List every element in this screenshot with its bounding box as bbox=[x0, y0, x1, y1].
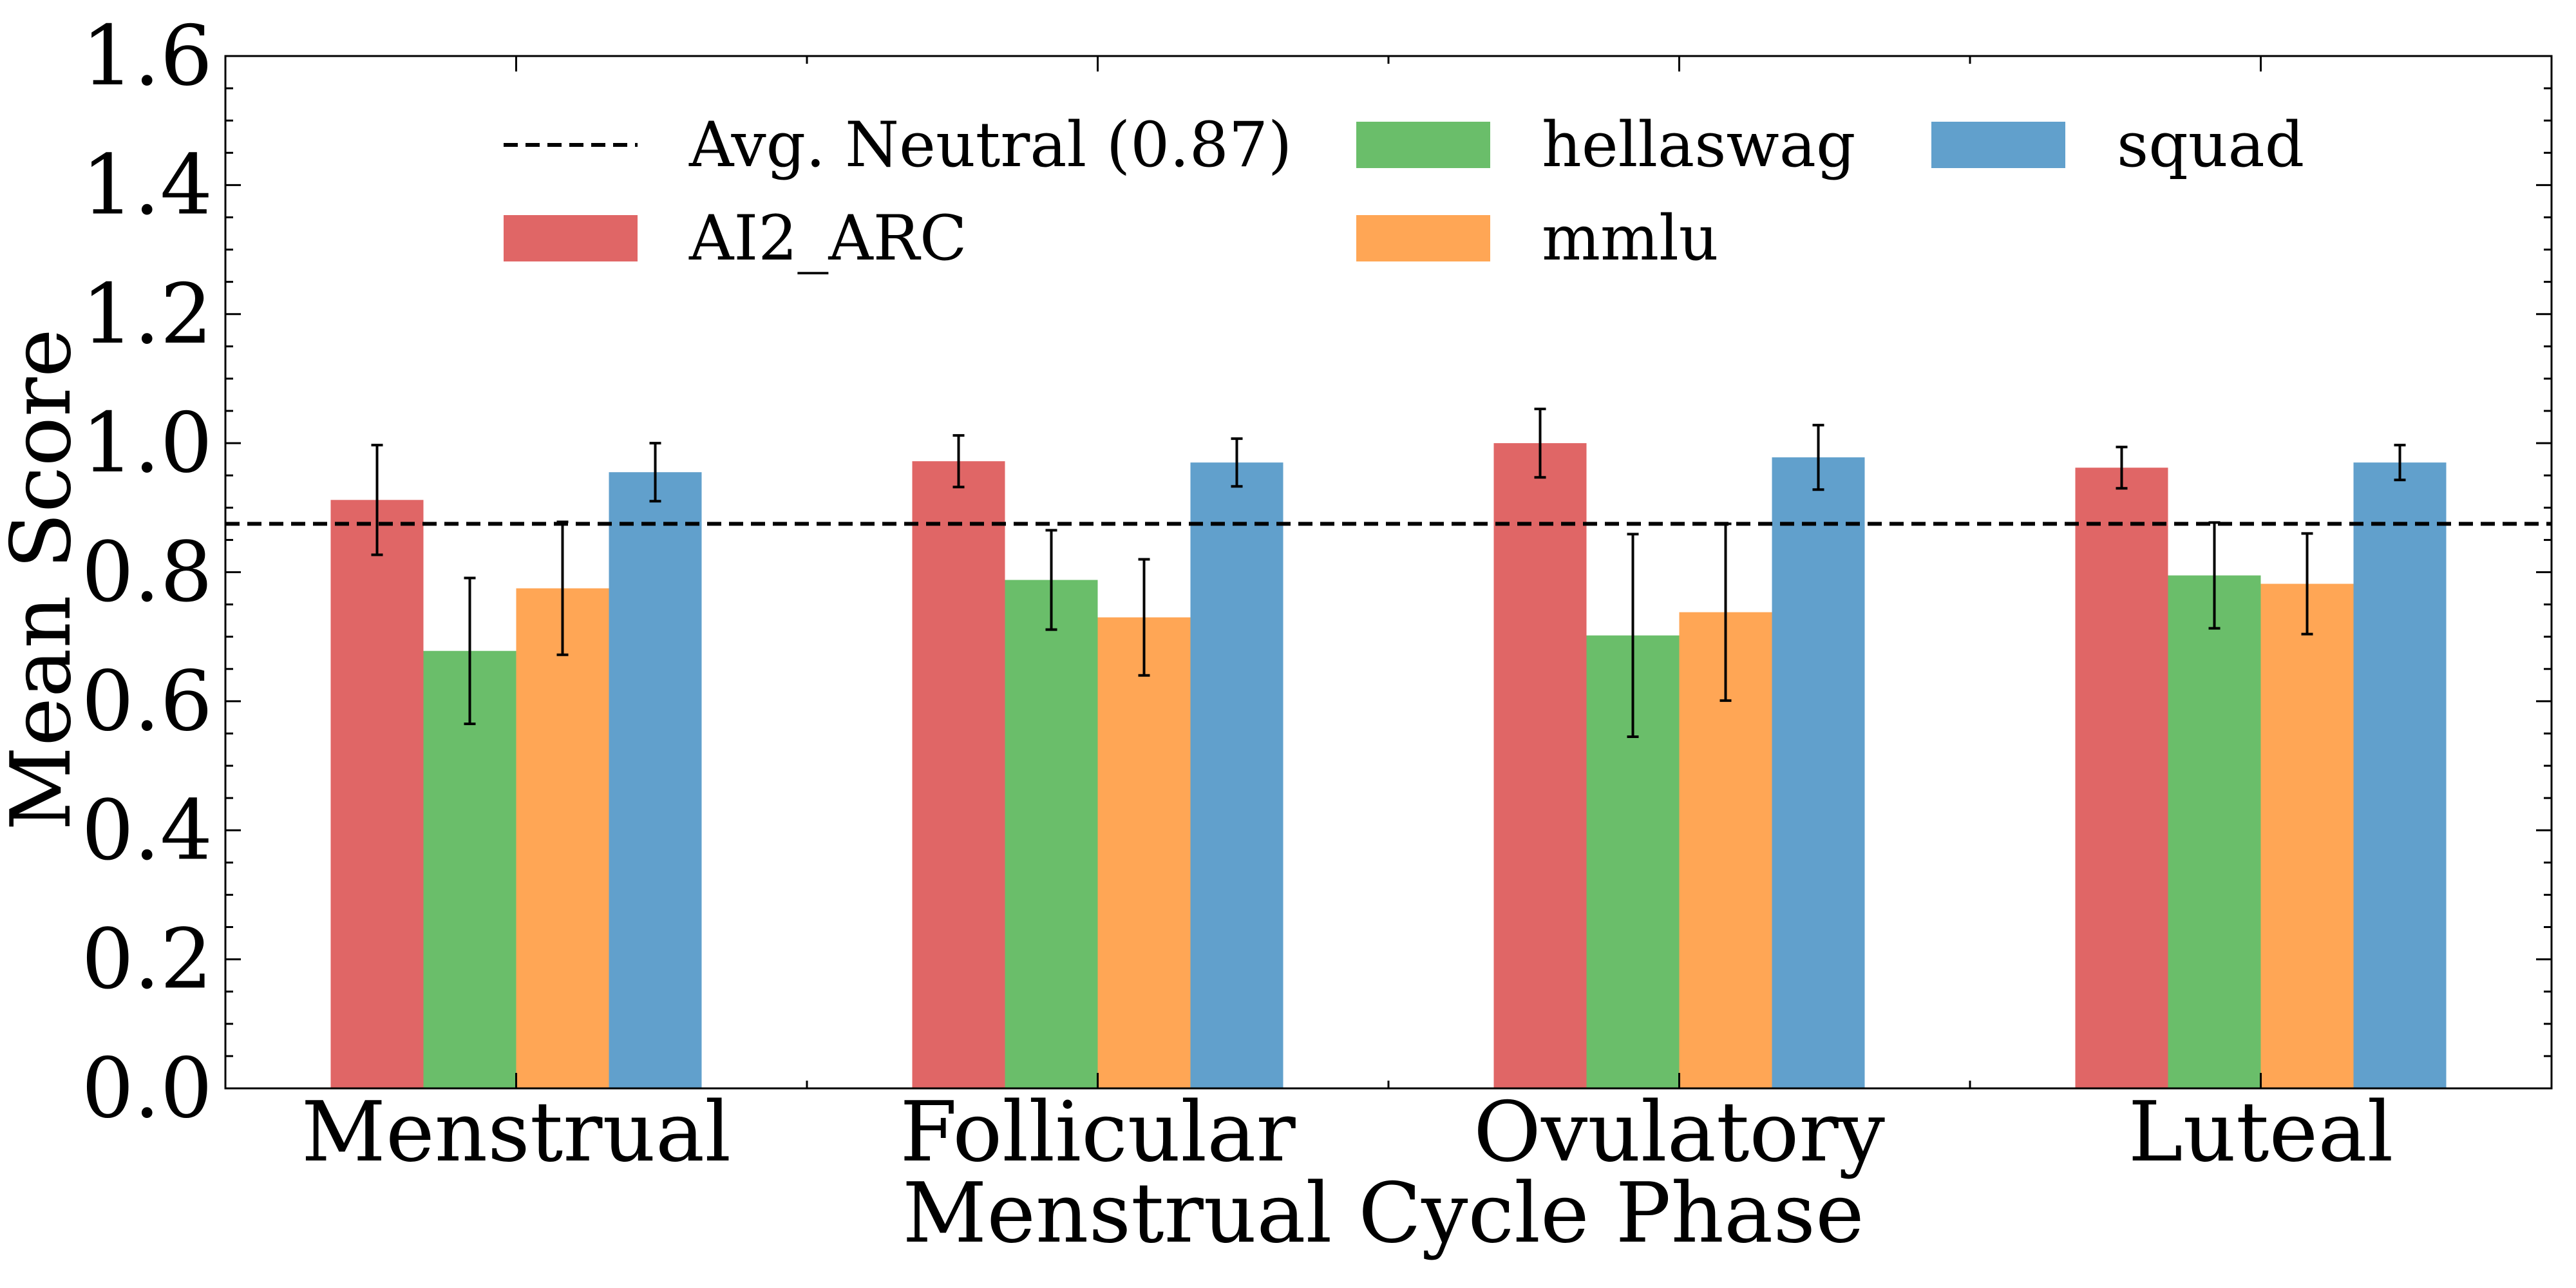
error-bar-ai2-arc-ovulatory bbox=[1534, 408, 1546, 479]
legend-swatch bbox=[1356, 215, 1490, 261]
x-tick-label-luteal: Luteal bbox=[2128, 1084, 2394, 1180]
legend: Avg. Neutral (0.87) AI2_ARC hellaswag mmlu s… bbox=[504, 109, 2304, 274]
x-tick-label-menstrual: Menstrual bbox=[301, 1084, 731, 1180]
legend-label: mmlu bbox=[1542, 202, 1719, 274]
bar-squad-luteal bbox=[2353, 462, 2447, 1088]
bar-mmlu-menstrual bbox=[516, 588, 609, 1088]
y-tick-label: 1.6 bbox=[81, 8, 213, 104]
legend-swatch bbox=[1931, 122, 2065, 168]
bar-squad-menstrual bbox=[609, 472, 702, 1088]
error-bar-mmlu-follicular bbox=[1138, 558, 1150, 677]
bar-hellaswag-follicular bbox=[1005, 580, 1098, 1088]
error-bar-hellaswag-ovulatory bbox=[1627, 533, 1639, 738]
error-bar-squad-menstrual bbox=[649, 442, 661, 503]
legend-swatch bbox=[1356, 122, 1490, 168]
y-tick-label: 0.4 bbox=[81, 782, 213, 878]
error-bar-mmlu-menstrual bbox=[556, 520, 569, 656]
legend-label: hellaswag bbox=[1542, 109, 1855, 181]
legend-item-ai2-arc: AI2_ARC bbox=[504, 202, 967, 274]
bar-ai2-arc-menstrual bbox=[330, 500, 424, 1088]
error-bar-hellaswag-menstrual bbox=[464, 576, 476, 725]
legend-item-hellaswag: hellaswag bbox=[1356, 109, 1855, 181]
error-bar-mmlu-luteal bbox=[2301, 532, 2313, 636]
legend-item-mmlu: mmlu bbox=[1356, 202, 1719, 274]
y-tick-label: 0.0 bbox=[81, 1041, 213, 1137]
error-bar-squad-follicular bbox=[1231, 437, 1243, 488]
bar-hellaswag-luteal bbox=[2168, 575, 2261, 1088]
bar-ai2-arc-ovulatory bbox=[1493, 443, 1587, 1088]
error-bar-hellaswag-follicular bbox=[1045, 529, 1057, 631]
error-bar-squad-luteal bbox=[2394, 444, 2406, 482]
y-axis-label: Mean Score bbox=[0, 328, 90, 831]
bar-squad-follicular bbox=[1190, 462, 1283, 1088]
y-tick-label: 0.6 bbox=[81, 654, 213, 750]
x-tick-label-follicular: Follicular bbox=[900, 1084, 1296, 1180]
bar-ai2-arc-follicular bbox=[912, 461, 1005, 1088]
legend-label: AI2_ARC bbox=[688, 202, 967, 274]
legend-label: squad bbox=[2117, 109, 2304, 181]
bar-mmlu-follicular bbox=[1097, 617, 1191, 1088]
y-tick-label: 1.0 bbox=[81, 395, 213, 491]
y-tick-label: 0.8 bbox=[81, 525, 213, 621]
bar-ai2-arc-luteal bbox=[2075, 468, 2168, 1088]
x-tick-label-ovulatory: Ovulatory bbox=[1473, 1084, 1885, 1180]
legend-item-avg-neutral-0-87: Avg. Neutral (0.87) bbox=[504, 109, 1292, 181]
error-bar-ai2-arc-follicular bbox=[952, 434, 965, 489]
legend-label: Avg. Neutral (0.87) bbox=[688, 109, 1292, 181]
x-axis-label: Menstrual Cycle Phase bbox=[902, 1166, 1864, 1262]
legend-swatch bbox=[504, 215, 638, 261]
legend-item-squad: squad bbox=[1931, 109, 2304, 181]
error-bar-ai2-arc-menstrual bbox=[371, 444, 383, 556]
y-tick-label: 1.2 bbox=[81, 267, 213, 363]
y-tick-label: 1.4 bbox=[81, 137, 213, 233]
bar-mmlu-luteal bbox=[2260, 583, 2354, 1088]
bar-squad-ovulatory bbox=[1772, 457, 1865, 1088]
error-bar-squad-ovulatory bbox=[1812, 424, 1824, 491]
y-tick-label: 0.2 bbox=[81, 912, 213, 1008]
error-bar-ai2-arc-luteal bbox=[2116, 446, 2128, 490]
